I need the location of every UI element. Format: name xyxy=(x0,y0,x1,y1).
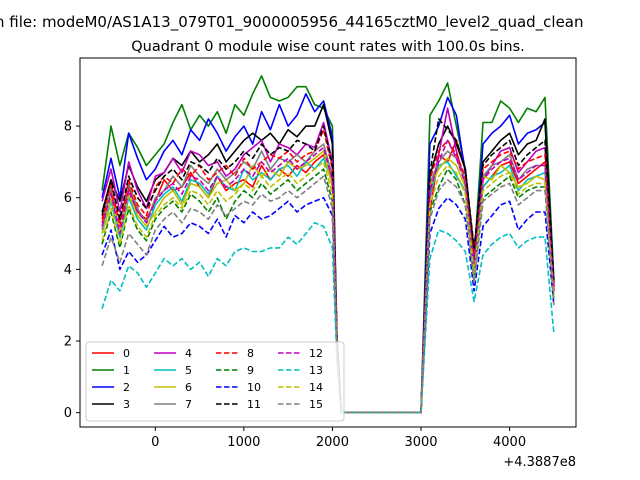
y-tick-label: 8 xyxy=(64,120,72,135)
legend-box xyxy=(85,341,345,422)
series-line-14 xyxy=(101,161,555,414)
y-axis: 0 2 4 6 8 xyxy=(64,120,80,421)
legend-label-1: 1 xyxy=(123,364,130,377)
series-line-11 xyxy=(101,118,555,414)
x-tick-label: 2000 xyxy=(316,435,349,450)
x-tick-label: 3000 xyxy=(404,435,437,450)
series-line-12 xyxy=(101,139,555,414)
plot-frame xyxy=(79,57,577,428)
legend-label-2: 2 xyxy=(123,381,130,394)
x-tick-label: 0 xyxy=(151,435,159,450)
legend-label-12: 12 xyxy=(309,347,323,360)
legend-label-14: 14 xyxy=(309,381,323,394)
legend-label-13: 13 xyxy=(309,364,323,377)
legend-label-6: 6 xyxy=(185,381,192,394)
series-line-10 xyxy=(101,196,555,414)
series-line-15 xyxy=(101,175,555,414)
legend-label-4: 4 xyxy=(185,347,192,360)
series-layer xyxy=(101,75,555,414)
legend-label-10: 10 xyxy=(247,381,261,394)
y-tick-label: 6 xyxy=(64,191,72,206)
series-line-13 xyxy=(101,222,555,414)
y-tick-label: 4 xyxy=(64,263,72,278)
legend-label-15: 15 xyxy=(309,398,323,411)
legend-label-11: 11 xyxy=(247,398,261,411)
legend-label-8: 8 xyxy=(247,347,254,360)
legend-label-0: 0 xyxy=(123,347,130,360)
x-axis: 0 1000 2000 3000 4000 xyxy=(151,427,526,450)
series-line-8 xyxy=(101,128,555,414)
legend-label-3: 3 xyxy=(123,398,130,411)
x-tick-label: 1000 xyxy=(227,435,260,450)
y-tick-label: 0 xyxy=(64,406,72,421)
x-tick-label: 4000 xyxy=(493,435,526,450)
chart-title: Quadrant 0 module wise count rates with … xyxy=(131,39,525,55)
legend-label-5: 5 xyxy=(185,364,192,377)
figure-suptitle: n file: modeM0/AS1A13_079T01_9000005956_… xyxy=(0,13,584,32)
y-tick-label: 2 xyxy=(64,335,72,350)
x-offset-text: +4.3887e8 xyxy=(503,455,576,470)
legend-label-9: 9 xyxy=(247,364,254,377)
legend-label-7: 7 xyxy=(185,398,192,411)
